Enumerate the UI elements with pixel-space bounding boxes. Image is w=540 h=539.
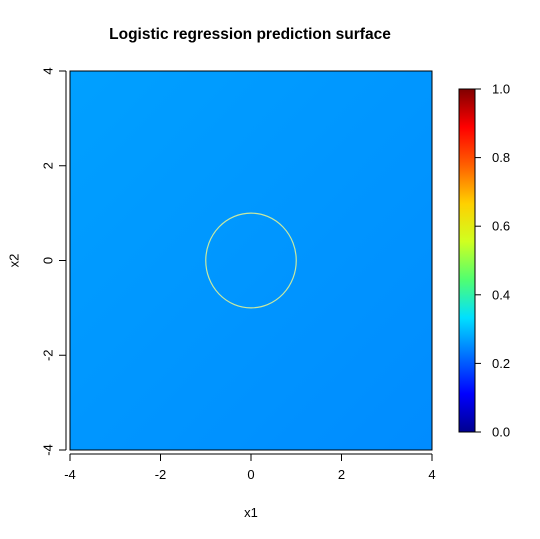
colorbar bbox=[458, 88, 476, 433]
x-axis-label: x1 bbox=[244, 505, 258, 520]
colorbar-tick-label: 1.0 bbox=[492, 82, 510, 97]
x-tick-label: -2 bbox=[155, 467, 167, 482]
colorbar-tick-label: 0.2 bbox=[492, 356, 510, 371]
x-tick-label: 0 bbox=[247, 467, 254, 482]
y-axis-label: x2 bbox=[7, 254, 22, 268]
chart-title: Logistic regression prediction surface bbox=[109, 26, 391, 43]
prediction-surface bbox=[70, 71, 432, 450]
y-tick-label: 4 bbox=[41, 67, 56, 74]
contour-circle bbox=[205, 212, 297, 309]
y-tick-label: 2 bbox=[41, 162, 56, 169]
colorbar-tick-label: 0.4 bbox=[492, 287, 510, 302]
colorbar-tick-label: 0.0 bbox=[492, 425, 510, 440]
y-tick-label: -4 bbox=[41, 444, 56, 456]
y-tick-label: -2 bbox=[41, 349, 56, 361]
x-tick-label: -4 bbox=[64, 467, 76, 482]
x-tick-label: 4 bbox=[428, 467, 435, 482]
x-tick-label: 2 bbox=[338, 467, 345, 482]
plot-frame bbox=[69, 70, 433, 451]
colorbar-tick-label: 0.6 bbox=[492, 219, 510, 234]
colorbar-tick-label: 0.8 bbox=[492, 150, 510, 165]
y-tick-label: 0 bbox=[41, 257, 56, 264]
